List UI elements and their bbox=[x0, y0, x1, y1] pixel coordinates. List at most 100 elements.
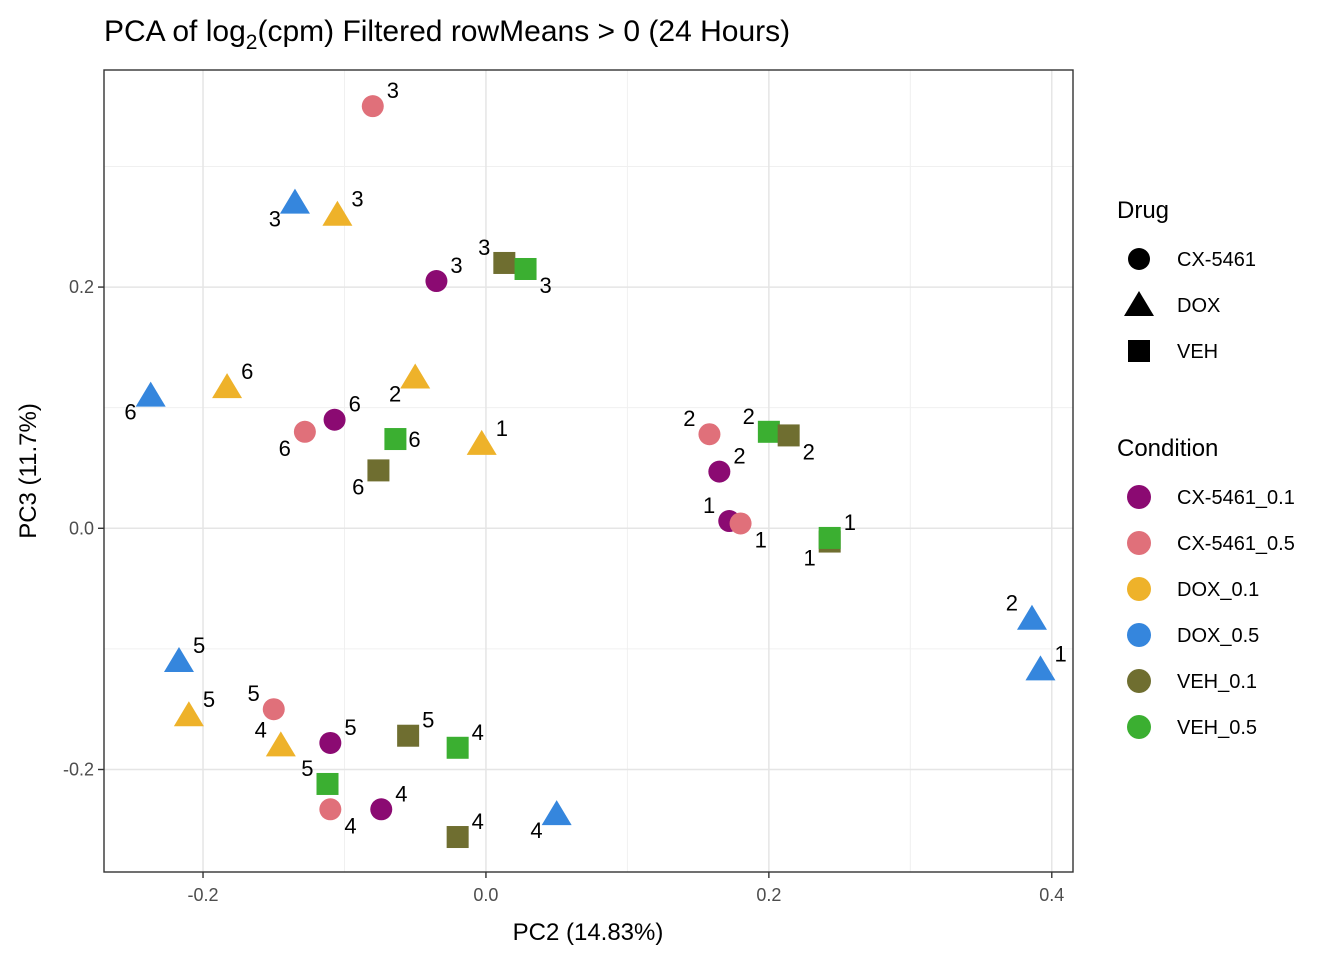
data-point bbox=[316, 772, 339, 795]
point-label: 3 bbox=[540, 273, 552, 298]
y-tick-label: -0.2 bbox=[63, 759, 94, 779]
point-label: 3 bbox=[450, 253, 462, 278]
point-label: 4 bbox=[472, 720, 484, 745]
point-label: 3 bbox=[387, 78, 399, 103]
data-point bbox=[163, 646, 194, 672]
data-point bbox=[135, 381, 166, 407]
legend-drug-label: DOX bbox=[1177, 295, 1220, 317]
point-label: 6 bbox=[349, 392, 361, 417]
legend-condition-label: CX-5461_0.1 bbox=[1177, 487, 1295, 509]
point-label: 2 bbox=[743, 404, 755, 429]
data-point bbox=[384, 428, 407, 451]
point-label: 1 bbox=[1054, 641, 1066, 666]
point-label: 2 bbox=[683, 406, 695, 431]
legend-condition-label: VEH_0.1 bbox=[1177, 671, 1257, 693]
data-point bbox=[446, 826, 469, 849]
legend-key-circle bbox=[1127, 531, 1151, 555]
point-label: 5 bbox=[344, 715, 356, 740]
point-label: 1 bbox=[844, 510, 856, 535]
data-point bbox=[370, 798, 393, 821]
legend-condition: Condition CX-5461_0.1 CX-5461_0.5 DOX_0.1 D… bbox=[1117, 435, 1295, 739]
legend-key-circle bbox=[1127, 623, 1151, 647]
data-point bbox=[1025, 655, 1056, 681]
legend-condition-label: DOX_0.5 bbox=[1177, 625, 1259, 647]
x-axis-title: PC2 (14.83%) bbox=[513, 919, 664, 946]
point-label: 4 bbox=[344, 813, 356, 838]
point-label: 2 bbox=[1006, 591, 1018, 616]
point-label: 2 bbox=[733, 444, 745, 469]
data-point bbox=[425, 270, 448, 293]
data-point bbox=[818, 526, 841, 549]
data-point bbox=[323, 408, 346, 431]
y-tick-label: 0.0 bbox=[69, 518, 94, 538]
legend-key-circle bbox=[1127, 669, 1151, 693]
data-point bbox=[757, 420, 780, 443]
major-gridlines bbox=[104, 70, 1073, 872]
point-label: 4 bbox=[472, 809, 484, 834]
data-point bbox=[777, 424, 800, 447]
legend-key-circle bbox=[1128, 248, 1150, 270]
data-point bbox=[708, 460, 731, 483]
legend-drug: Drug CX-5461 DOX VEH bbox=[1117, 197, 1256, 363]
data-point bbox=[173, 701, 204, 727]
data-point bbox=[446, 736, 469, 759]
legend-drug-label: CX-5461 bbox=[1177, 249, 1256, 271]
point-label: 6 bbox=[408, 427, 420, 452]
point-label: 6 bbox=[241, 359, 253, 384]
data-point bbox=[319, 798, 342, 821]
data-point bbox=[541, 800, 572, 826]
point-label: 5 bbox=[203, 687, 215, 712]
point-label: 5 bbox=[193, 633, 205, 658]
y-axis-ticks: -0.2 0.0 0.2 bbox=[63, 277, 104, 779]
point-label: 4 bbox=[530, 818, 542, 843]
point-label: 5 bbox=[248, 681, 260, 706]
point-label: 4 bbox=[395, 781, 407, 806]
y-tick-label: 0.2 bbox=[69, 277, 94, 297]
legend-drug-title: Drug bbox=[1117, 197, 1169, 224]
data-point bbox=[279, 188, 310, 214]
data-point bbox=[493, 251, 516, 274]
point-label: 1 bbox=[755, 527, 767, 552]
data-point bbox=[1016, 604, 1047, 630]
data-point bbox=[262, 698, 285, 721]
x-tick-label: -0.2 bbox=[188, 885, 219, 905]
x-tick-label: 0.0 bbox=[473, 885, 498, 905]
data-point bbox=[400, 363, 431, 389]
data-point bbox=[361, 95, 384, 118]
data-point bbox=[212, 373, 243, 399]
data-point bbox=[265, 731, 296, 757]
data-point bbox=[293, 420, 316, 443]
point-label: 4 bbox=[255, 717, 267, 742]
point-label: 5 bbox=[422, 708, 434, 733]
point-label: 6 bbox=[279, 436, 291, 461]
point-label: 1 bbox=[496, 416, 508, 441]
data-point bbox=[514, 257, 537, 280]
data-point bbox=[698, 423, 721, 446]
legend-condition-label: VEH_0.5 bbox=[1177, 717, 1257, 739]
y-axis-title: PC3 (11.7%) bbox=[15, 403, 42, 539]
legend-key-square bbox=[1128, 340, 1150, 362]
legend-condition-label: DOX_0.1 bbox=[1177, 579, 1259, 601]
data-point bbox=[397, 724, 420, 747]
point-label: 1 bbox=[703, 493, 715, 518]
point-label: 1 bbox=[803, 546, 815, 571]
point-label: 6 bbox=[124, 400, 136, 425]
x-axis-ticks: -0.2 0.0 0.2 0.4 bbox=[188, 872, 1064, 905]
data-point bbox=[466, 429, 497, 455]
legend-key-circle bbox=[1127, 485, 1151, 509]
legend-condition-title: Condition bbox=[1117, 435, 1218, 462]
legend-key-circle bbox=[1127, 577, 1151, 601]
point-label: 3 bbox=[478, 235, 490, 260]
data-point bbox=[367, 459, 390, 482]
point-label: 6 bbox=[352, 474, 364, 499]
legend-drug-label: VEH bbox=[1177, 341, 1218, 363]
data-point bbox=[319, 731, 342, 754]
point-label: 3 bbox=[269, 207, 281, 232]
x-tick-label: 0.4 bbox=[1039, 885, 1064, 905]
data-point bbox=[729, 512, 752, 535]
point-label: 3 bbox=[351, 187, 363, 212]
x-tick-label: 0.2 bbox=[756, 885, 781, 905]
point-label: 2 bbox=[389, 382, 401, 407]
